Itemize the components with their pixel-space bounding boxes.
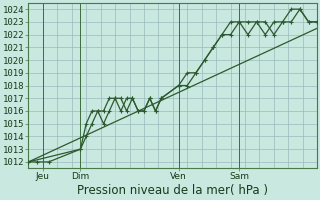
- X-axis label: Pression niveau de la mer( hPa ): Pression niveau de la mer( hPa ): [77, 184, 268, 197]
